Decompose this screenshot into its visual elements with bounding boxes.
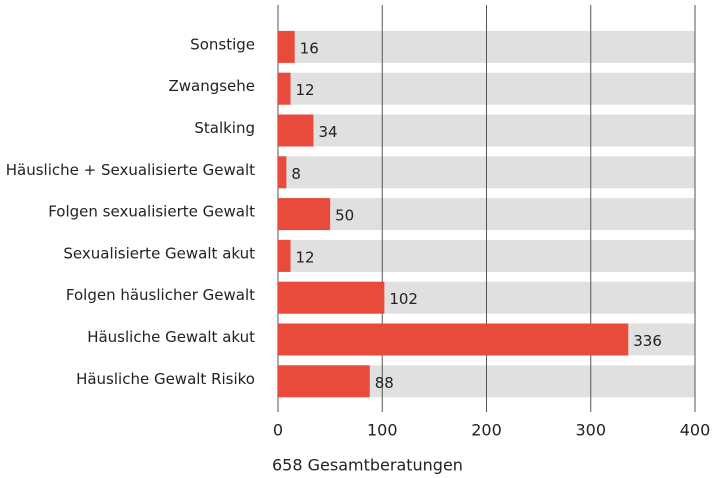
value-label: 8 bbox=[291, 165, 301, 183]
bar bbox=[278, 156, 287, 189]
y-tick-label: Häusliche + Sexualisierte Gewalt bbox=[6, 161, 255, 179]
x-axis-label: 658 Gesamtberatungen bbox=[272, 456, 463, 475]
bar bbox=[278, 30, 295, 63]
y-tick-label: Häusliche Gewalt Risiko bbox=[76, 370, 255, 388]
x-tick-label: 400 bbox=[680, 421, 711, 440]
y-tick-label: Sonstige bbox=[190, 35, 255, 53]
y-tick-label: Folgen sexualisierte Gewalt bbox=[48, 203, 255, 221]
y-tick-label: Sexualisierte Gewalt akut bbox=[63, 244, 255, 262]
bar bbox=[278, 281, 385, 314]
value-label: 50 bbox=[335, 207, 354, 225]
value-label: 88 bbox=[375, 374, 394, 392]
x-tick-label: 200 bbox=[471, 421, 502, 440]
value-label: 12 bbox=[296, 81, 315, 99]
x-tick-label: 300 bbox=[575, 421, 606, 440]
value-label: 102 bbox=[389, 290, 418, 308]
bar bbox=[278, 323, 629, 356]
value-label: 16 bbox=[300, 39, 319, 57]
value-label: 12 bbox=[296, 248, 315, 266]
value-label: 34 bbox=[318, 123, 337, 141]
y-tick-label: Zwangsehe bbox=[168, 77, 255, 95]
y-tick-label: Folgen häuslicher Gewalt bbox=[66, 286, 255, 304]
x-tick-label: 0 bbox=[273, 421, 283, 440]
bar bbox=[278, 239, 291, 272]
x-tick-label: 100 bbox=[367, 421, 398, 440]
y-tick-label: Häusliche Gewalt akut bbox=[87, 328, 255, 346]
bar bbox=[278, 114, 314, 147]
bar bbox=[278, 198, 331, 231]
y-tick-label: Stalking bbox=[194, 119, 255, 137]
bar bbox=[278, 72, 291, 105]
value-label: 336 bbox=[633, 332, 662, 350]
bar bbox=[278, 365, 370, 398]
